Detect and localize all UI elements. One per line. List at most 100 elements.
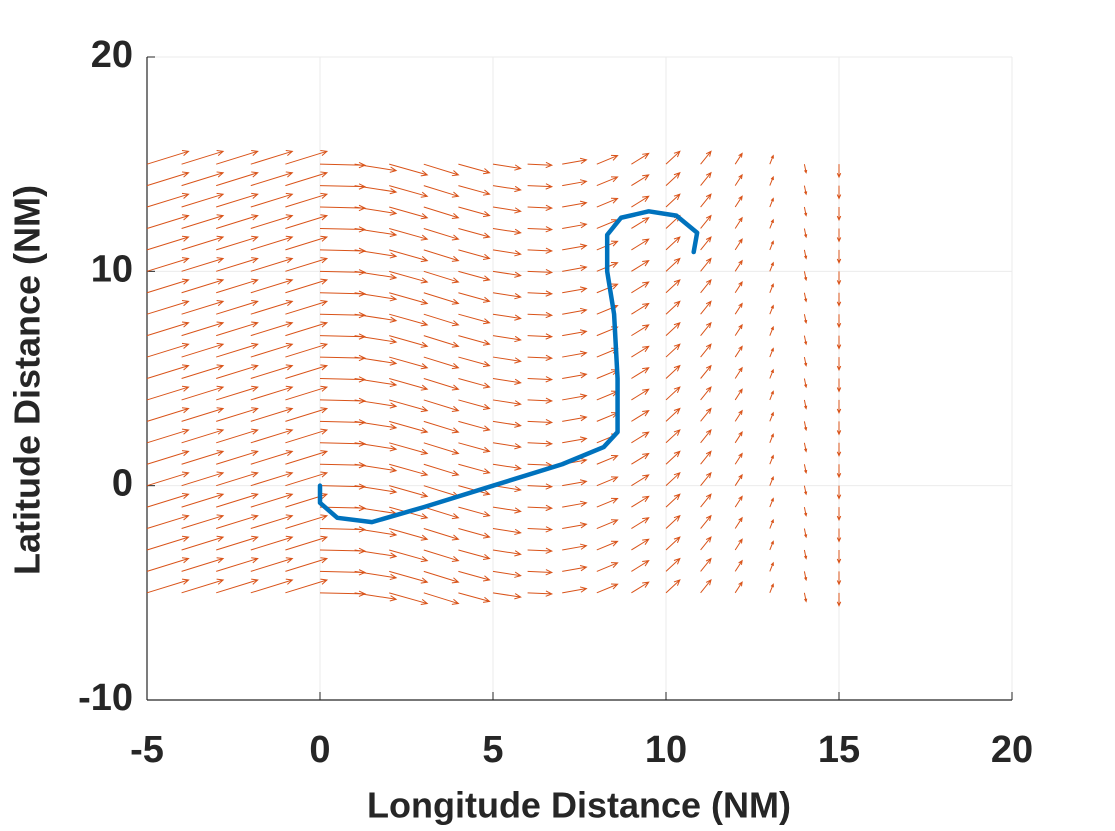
quiver-arrow — [665, 300, 681, 315]
quiver-arrow — [631, 410, 650, 422]
quiver-arrow — [562, 329, 588, 337]
quiver-arrow — [665, 236, 681, 251]
quiver-arrow — [285, 235, 329, 251]
quiver-arrow — [423, 249, 460, 262]
quiver-arrow — [836, 185, 842, 200]
quiver-arrow — [423, 399, 460, 412]
quiver-arrow — [631, 431, 650, 444]
quiver-arrow — [631, 345, 650, 358]
quiver-arrow — [181, 450, 225, 465]
quiver-arrow — [665, 193, 681, 208]
quiver-arrow — [492, 399, 522, 407]
quiver-arrow — [181, 364, 225, 379]
quiver-arrow — [492, 292, 522, 300]
quiver-arrow — [527, 161, 554, 169]
quiver-arrow — [631, 281, 650, 294]
quiver-arrow — [458, 378, 491, 389]
quiver-arrow — [216, 342, 259, 358]
quiver-arrow — [146, 385, 190, 401]
quiver-arrow — [389, 313, 429, 327]
quiver-arrow — [631, 560, 650, 572]
quiver-arrow — [527, 590, 554, 597]
quiver-arrow — [700, 214, 712, 229]
quiver-arrow — [665, 321, 681, 336]
quiver-arrow — [631, 324, 650, 337]
quiver-arrow — [250, 257, 294, 272]
quiver-arrow — [423, 163, 460, 177]
quiver-arrow — [734, 366, 743, 379]
quiver-arrow — [631, 302, 650, 315]
quiver-arrow — [146, 214, 190, 229]
quiver-arrow — [492, 227, 522, 235]
quiver-arrow — [769, 497, 774, 508]
quiver-arrow — [596, 412, 619, 422]
quiver-arrow — [803, 464, 808, 475]
quiver-arrow — [665, 471, 681, 487]
quiver-arrow — [423, 506, 460, 520]
quiver-arrow — [631, 259, 650, 272]
quiver-arrow — [181, 235, 225, 251]
quiver-arrow — [216, 407, 259, 422]
quiver-arrow — [389, 442, 429, 455]
quiver-arrow — [769, 368, 774, 379]
quiver-arrow — [700, 150, 712, 165]
quiver-arrow — [285, 407, 329, 422]
quiver-arrow — [423, 185, 460, 198]
quiver-arrow — [423, 270, 460, 284]
quiver-arrow — [250, 214, 294, 229]
quiver-arrow — [492, 313, 522, 321]
trajectory-line — [317, 209, 700, 525]
quiver-arrow — [146, 450, 190, 465]
quiver-arrow — [181, 214, 225, 229]
quiver-arrow — [423, 485, 460, 498]
quiver-arrow — [734, 173, 743, 186]
quiver-arrow — [769, 454, 774, 465]
quiver-arrow — [250, 514, 294, 530]
quiver-arrow — [216, 214, 259, 229]
quiver-arrow — [803, 249, 808, 260]
quiver-arrow — [250, 578, 294, 594]
quiver-arrow — [146, 557, 190, 572]
quiver-arrow — [146, 235, 190, 251]
quiver-arrow — [250, 492, 294, 508]
quiver-arrow — [769, 261, 774, 272]
quiver-arrow — [734, 302, 743, 315]
quiver-arrow — [181, 492, 225, 508]
quiver-arrow — [562, 286, 588, 294]
quiver-arrow — [423, 528, 460, 541]
quiver-arrow — [631, 195, 650, 208]
quiver-arrow — [562, 543, 588, 551]
quiver-arrow — [803, 528, 808, 539]
quiver-arrow — [492, 549, 522, 557]
quiver-arrow — [769, 411, 774, 422]
quiver-arrow — [836, 207, 842, 222]
quiver-arrow — [389, 227, 429, 241]
quiver-arrow — [631, 367, 650, 379]
quiver-arrow — [527, 440, 554, 447]
quiver-arrow — [389, 356, 429, 370]
quiver-arrow — [769, 283, 774, 293]
quiver-arrow — [527, 290, 554, 297]
quiver-arrow — [181, 171, 225, 187]
quiver-arrow — [389, 335, 429, 348]
quiver-arrow — [836, 485, 842, 500]
x-tick-label: 15 — [818, 729, 860, 771]
quiver-arrow — [181, 300, 225, 315]
quiver-arrow — [700, 493, 712, 508]
quiver-arrow — [734, 409, 743, 422]
quiver-arrow — [596, 583, 619, 594]
quiver-arrow — [146, 192, 190, 208]
quiver-arrow — [423, 592, 460, 605]
quiver-arrow — [354, 420, 398, 431]
quiver-arrow — [700, 514, 712, 529]
quiver-arrow — [562, 200, 588, 208]
quiver-arrow — [492, 420, 522, 428]
quiver-arrow — [803, 507, 808, 517]
quiver-arrow — [423, 206, 460, 220]
quiver-arrow — [769, 154, 774, 165]
quiver-arrow — [631, 388, 650, 401]
quiver-arrow — [285, 342, 329, 358]
quiver-arrow — [423, 378, 460, 391]
quiver-arrow — [492, 506, 522, 514]
